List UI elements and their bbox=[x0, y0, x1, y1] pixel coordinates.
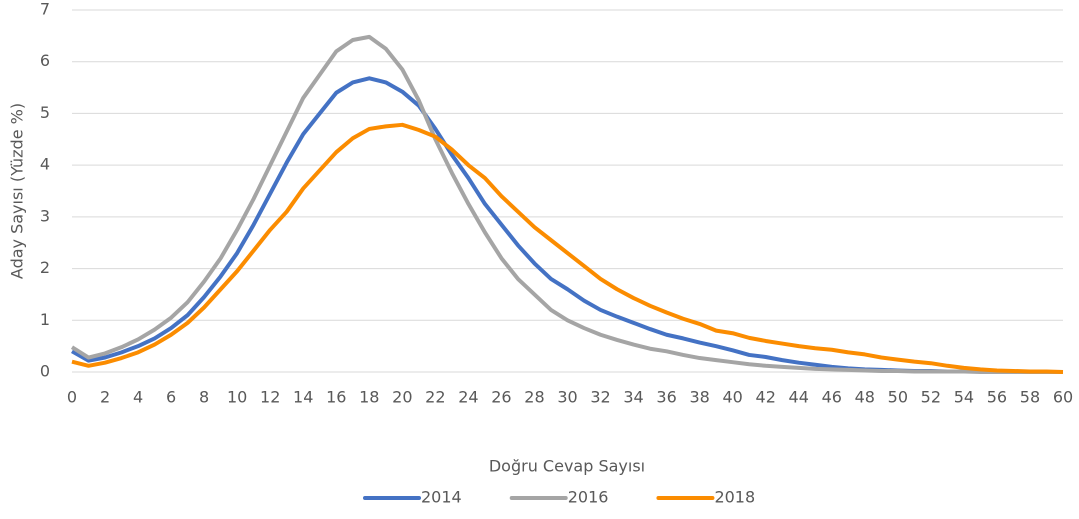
x-tick-label: 50 bbox=[888, 388, 908, 407]
x-tick-label: 6 bbox=[166, 388, 176, 407]
x-axis-title: Doğru Cevap Sayısı bbox=[489, 457, 645, 476]
legend-label: 2018 bbox=[714, 488, 755, 507]
x-tick-label: 32 bbox=[590, 388, 610, 407]
x-tick-label: 42 bbox=[756, 388, 776, 407]
x-tick-label: 16 bbox=[326, 388, 346, 407]
y-axis-title: Aday Sayısı (Yüzde %) bbox=[8, 103, 27, 279]
x-tick-label: 20 bbox=[392, 388, 412, 407]
legend-label: 2016 bbox=[568, 488, 609, 507]
x-tick-label: 2 bbox=[100, 388, 110, 407]
series-line bbox=[71, 76, 1063, 374]
x-tick-label: 30 bbox=[557, 388, 577, 407]
x-tick-label: 22 bbox=[425, 388, 445, 407]
y-tick-label: 6 bbox=[40, 51, 50, 70]
x-tick-label: 40 bbox=[722, 388, 742, 407]
x-tick-label: 10 bbox=[227, 388, 247, 407]
x-tick-label: 26 bbox=[491, 388, 511, 407]
x-tick-label: 54 bbox=[954, 388, 974, 407]
x-tick-label: 46 bbox=[822, 388, 842, 407]
y-tick-label: 3 bbox=[40, 206, 50, 225]
x-tick-label: 60 bbox=[1053, 388, 1073, 407]
series-line bbox=[71, 122, 1064, 374]
y-tick-label: 7 bbox=[40, 0, 50, 19]
x-tick-label: 18 bbox=[359, 388, 379, 407]
y-tick-label: 4 bbox=[40, 155, 50, 174]
x-tick-label: 34 bbox=[623, 388, 643, 407]
x-tick-label: 44 bbox=[789, 388, 809, 407]
x-tick-label: 38 bbox=[689, 388, 709, 407]
legend-label: 2014 bbox=[421, 488, 462, 507]
y-tick-label: 0 bbox=[40, 362, 50, 381]
x-tick-label: 28 bbox=[524, 388, 544, 407]
x-tick-label: 52 bbox=[921, 388, 941, 407]
x-tick-label: 0 bbox=[67, 388, 77, 407]
x-tick-label: 48 bbox=[855, 388, 875, 407]
x-tick-label: 56 bbox=[987, 388, 1007, 407]
y-tick-label: 5 bbox=[40, 103, 50, 122]
x-tick-label: 14 bbox=[293, 388, 313, 407]
x-tick-label: 8 bbox=[199, 388, 209, 407]
y-tick-label: 1 bbox=[40, 310, 50, 329]
x-tick-label: 36 bbox=[656, 388, 676, 407]
series-line bbox=[70, 34, 1063, 374]
y-tick-label: 2 bbox=[40, 258, 50, 277]
x-tick-label: 24 bbox=[458, 388, 478, 407]
x-tick-label: 58 bbox=[1020, 388, 1040, 407]
x-tick-label: 12 bbox=[260, 388, 280, 407]
x-tick-label: 4 bbox=[133, 388, 143, 407]
